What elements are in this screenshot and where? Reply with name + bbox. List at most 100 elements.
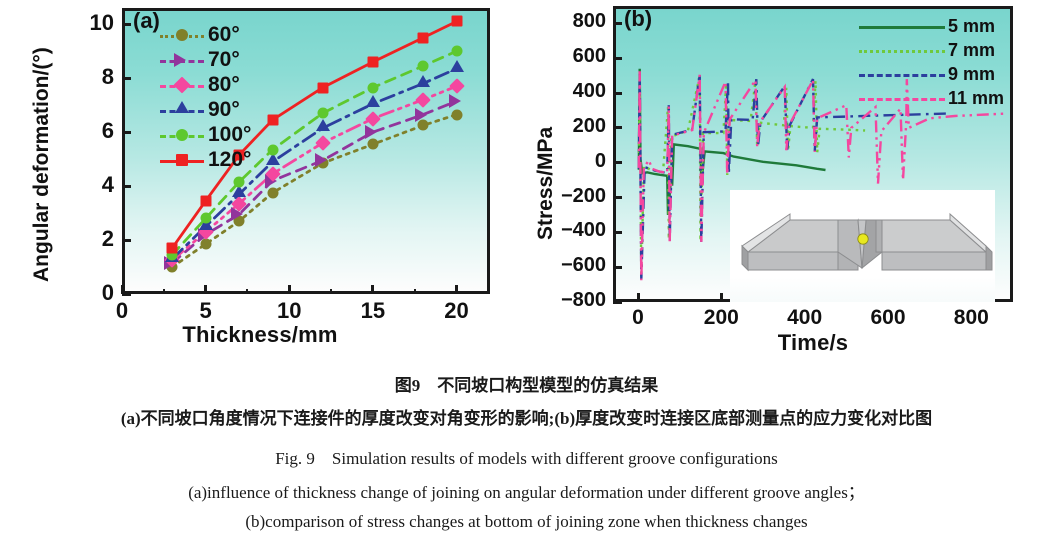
panel-a-legend-item[interactable]: 70° (160, 47, 251, 72)
panel-a-xtick-minor (330, 289, 333, 294)
panel-a-ytick-label: 6 (101, 118, 114, 144)
panel-a-marker-100deg (267, 144, 279, 156)
panel-a-marker-120deg (367, 56, 379, 68)
caption-cn-title: 图9 不同坡口构型模型的仿真结果 (394, 376, 659, 395)
panel-b-legend-line-seg (859, 98, 945, 101)
panel-a-line-70deg (170, 99, 458, 265)
panel-a-xtick (287, 285, 291, 294)
panel-b-legend-label: 9 mm (948, 63, 996, 84)
panel-b-legend-line-seg (859, 50, 945, 53)
panel-a-xtick-label: 20 (444, 298, 469, 323)
panel-b-legend-line-seg (859, 26, 945, 29)
panel-b-legend-line (859, 18, 945, 34)
panel-a-marker-90deg (265, 152, 280, 165)
panel-a-marker-80deg (365, 110, 381, 127)
panel-b-inset-model (741, 212, 993, 272)
panel-a-marker-70deg (415, 107, 428, 122)
panel-a-marker-60deg (451, 109, 463, 121)
panel-a-legend-item[interactable]: 80° (160, 72, 251, 97)
panel-b-ytick (613, 91, 622, 95)
panel-a-markers (122, 8, 490, 294)
panel-a-xtick-label: 15 (360, 298, 386, 323)
panel-b-ytick (613, 21, 622, 25)
panel-a-marker-60deg (417, 119, 429, 131)
panel-b-series-svg (637, 68, 1005, 281)
panel-b-ytick (613, 230, 622, 234)
panel-a-legend-label: 60° (208, 22, 240, 46)
panel-a-ytick (122, 184, 131, 188)
panel-a: (a) 60° 70° 80° 90° 100° 120° 0 2 4 6 8 10 0 5 10 15 2… (0, 0, 520, 360)
panel-a-ytick (122, 76, 131, 80)
panel-b-ytick-label: 600 (572, 45, 606, 68)
panel-b-ylabel: Stress/MPa (534, 126, 557, 240)
panel-b-ytick (613, 56, 622, 60)
panel-a-ytick-label: 0 (101, 280, 114, 305)
panel-a-marker-90deg (315, 119, 330, 132)
panel-a-ytick-label: 8 (101, 64, 114, 90)
panel-b-xtick-label: 0 (632, 306, 644, 329)
panel-a-xtick (371, 285, 375, 294)
panel-a-ytick-label: 4 (101, 172, 114, 198)
panel-a-marker-60deg (367, 138, 379, 150)
panel-b-ytick-label: 400 (572, 80, 606, 103)
panel-b-xlabel: Time/s (777, 330, 849, 355)
panel-a-legend-marker-circle-icon (176, 28, 188, 41)
panel-b-legend-item[interactable]: 9 mm (850, 62, 1010, 86)
panel-b-ytick-label: −400 (560, 219, 606, 242)
panel-b-line-5-mm (637, 68, 826, 215)
panel-a-legend-item[interactable]: 120° (160, 147, 251, 172)
panel-a-legend-item[interactable]: 90° (160, 97, 251, 122)
panel-b-legend-item[interactable]: 7 mm (850, 38, 1010, 62)
panel-a-xlabel: Thickness/mm (182, 322, 338, 347)
panel-a-marker-70deg (231, 207, 244, 222)
panel-a-legend-marker-triR-icon (174, 52, 186, 67)
panel-a-ytick (122, 130, 131, 134)
panel-a-legend-marker-diamond-icon (173, 76, 191, 93)
panel-b-legend-label: 11 mm (948, 87, 1005, 108)
panel-b-legend-line (859, 42, 945, 58)
panel-b-ytick-label: 0 (594, 149, 606, 172)
panel-a-xtick (455, 285, 459, 294)
panel-a-marker-100deg (417, 60, 429, 72)
panel-b-legend: 5 mm 7 mm 9 mm 11 mm (850, 14, 1010, 110)
panel-a-marker-120deg (200, 195, 212, 207)
panel-a-marker-70deg (364, 125, 377, 140)
panel-a-marker-120deg (166, 242, 178, 254)
panel-a-xtick-label: 5 (199, 298, 212, 323)
panel-a-marker-70deg (314, 153, 327, 168)
panel-b-tag: (b) (624, 6, 653, 31)
panel-a-marker-120deg (233, 149, 245, 161)
panel-a-marker-60deg (200, 238, 212, 250)
panel-a-legend-line (160, 125, 204, 145)
panel-a-legend-item[interactable]: 60° (160, 22, 251, 47)
panel-a-ytick-label: 2 (101, 226, 114, 252)
panel-a-legend-item[interactable]: 100° (160, 122, 251, 147)
panel-a-ytick (122, 292, 131, 296)
panel-a-marker-100deg (233, 176, 245, 188)
panel-a-legend-line (160, 50, 204, 70)
panel-a-marker-90deg (365, 94, 380, 107)
panel-a-marker-100deg (451, 45, 463, 57)
panel-a-marker-90deg (232, 185, 247, 198)
panel-b-ytick (613, 126, 622, 130)
panel-a-marker-70deg (448, 94, 461, 109)
caption-cn-sub: (a)不同坡口角度情况下连接件的厚度改变对角变形的影响;(b)厚度改变时连接区底… (120, 409, 933, 428)
panel-b-ytick (613, 161, 622, 165)
panel-a-legend-marker-tri-icon (175, 100, 189, 113)
panel-b-xtick-label: 200 (703, 306, 739, 329)
panel-b-ytick (613, 196, 622, 200)
panel-b-xtick-label: 600 (870, 306, 906, 329)
panel-a-xtick (120, 285, 124, 294)
panel-b-xtick-label: 800 (953, 306, 989, 329)
panel-b-xtick (636, 293, 640, 302)
panel-a-line-60deg (170, 113, 458, 269)
panel-a-marker-120deg (317, 82, 329, 94)
panel-a-marker-80deg (314, 135, 331, 151)
panel-b-legend-item[interactable]: 5 mm (850, 14, 1010, 38)
panel-a-legend-marker-square-icon (176, 153, 188, 166)
panel-a-ytick (122, 22, 131, 26)
panel-b-legend-item[interactable]: 11 mm (850, 86, 1010, 110)
panel-a-marker-90deg (449, 59, 464, 72)
panel-a-line-120deg (170, 20, 458, 250)
